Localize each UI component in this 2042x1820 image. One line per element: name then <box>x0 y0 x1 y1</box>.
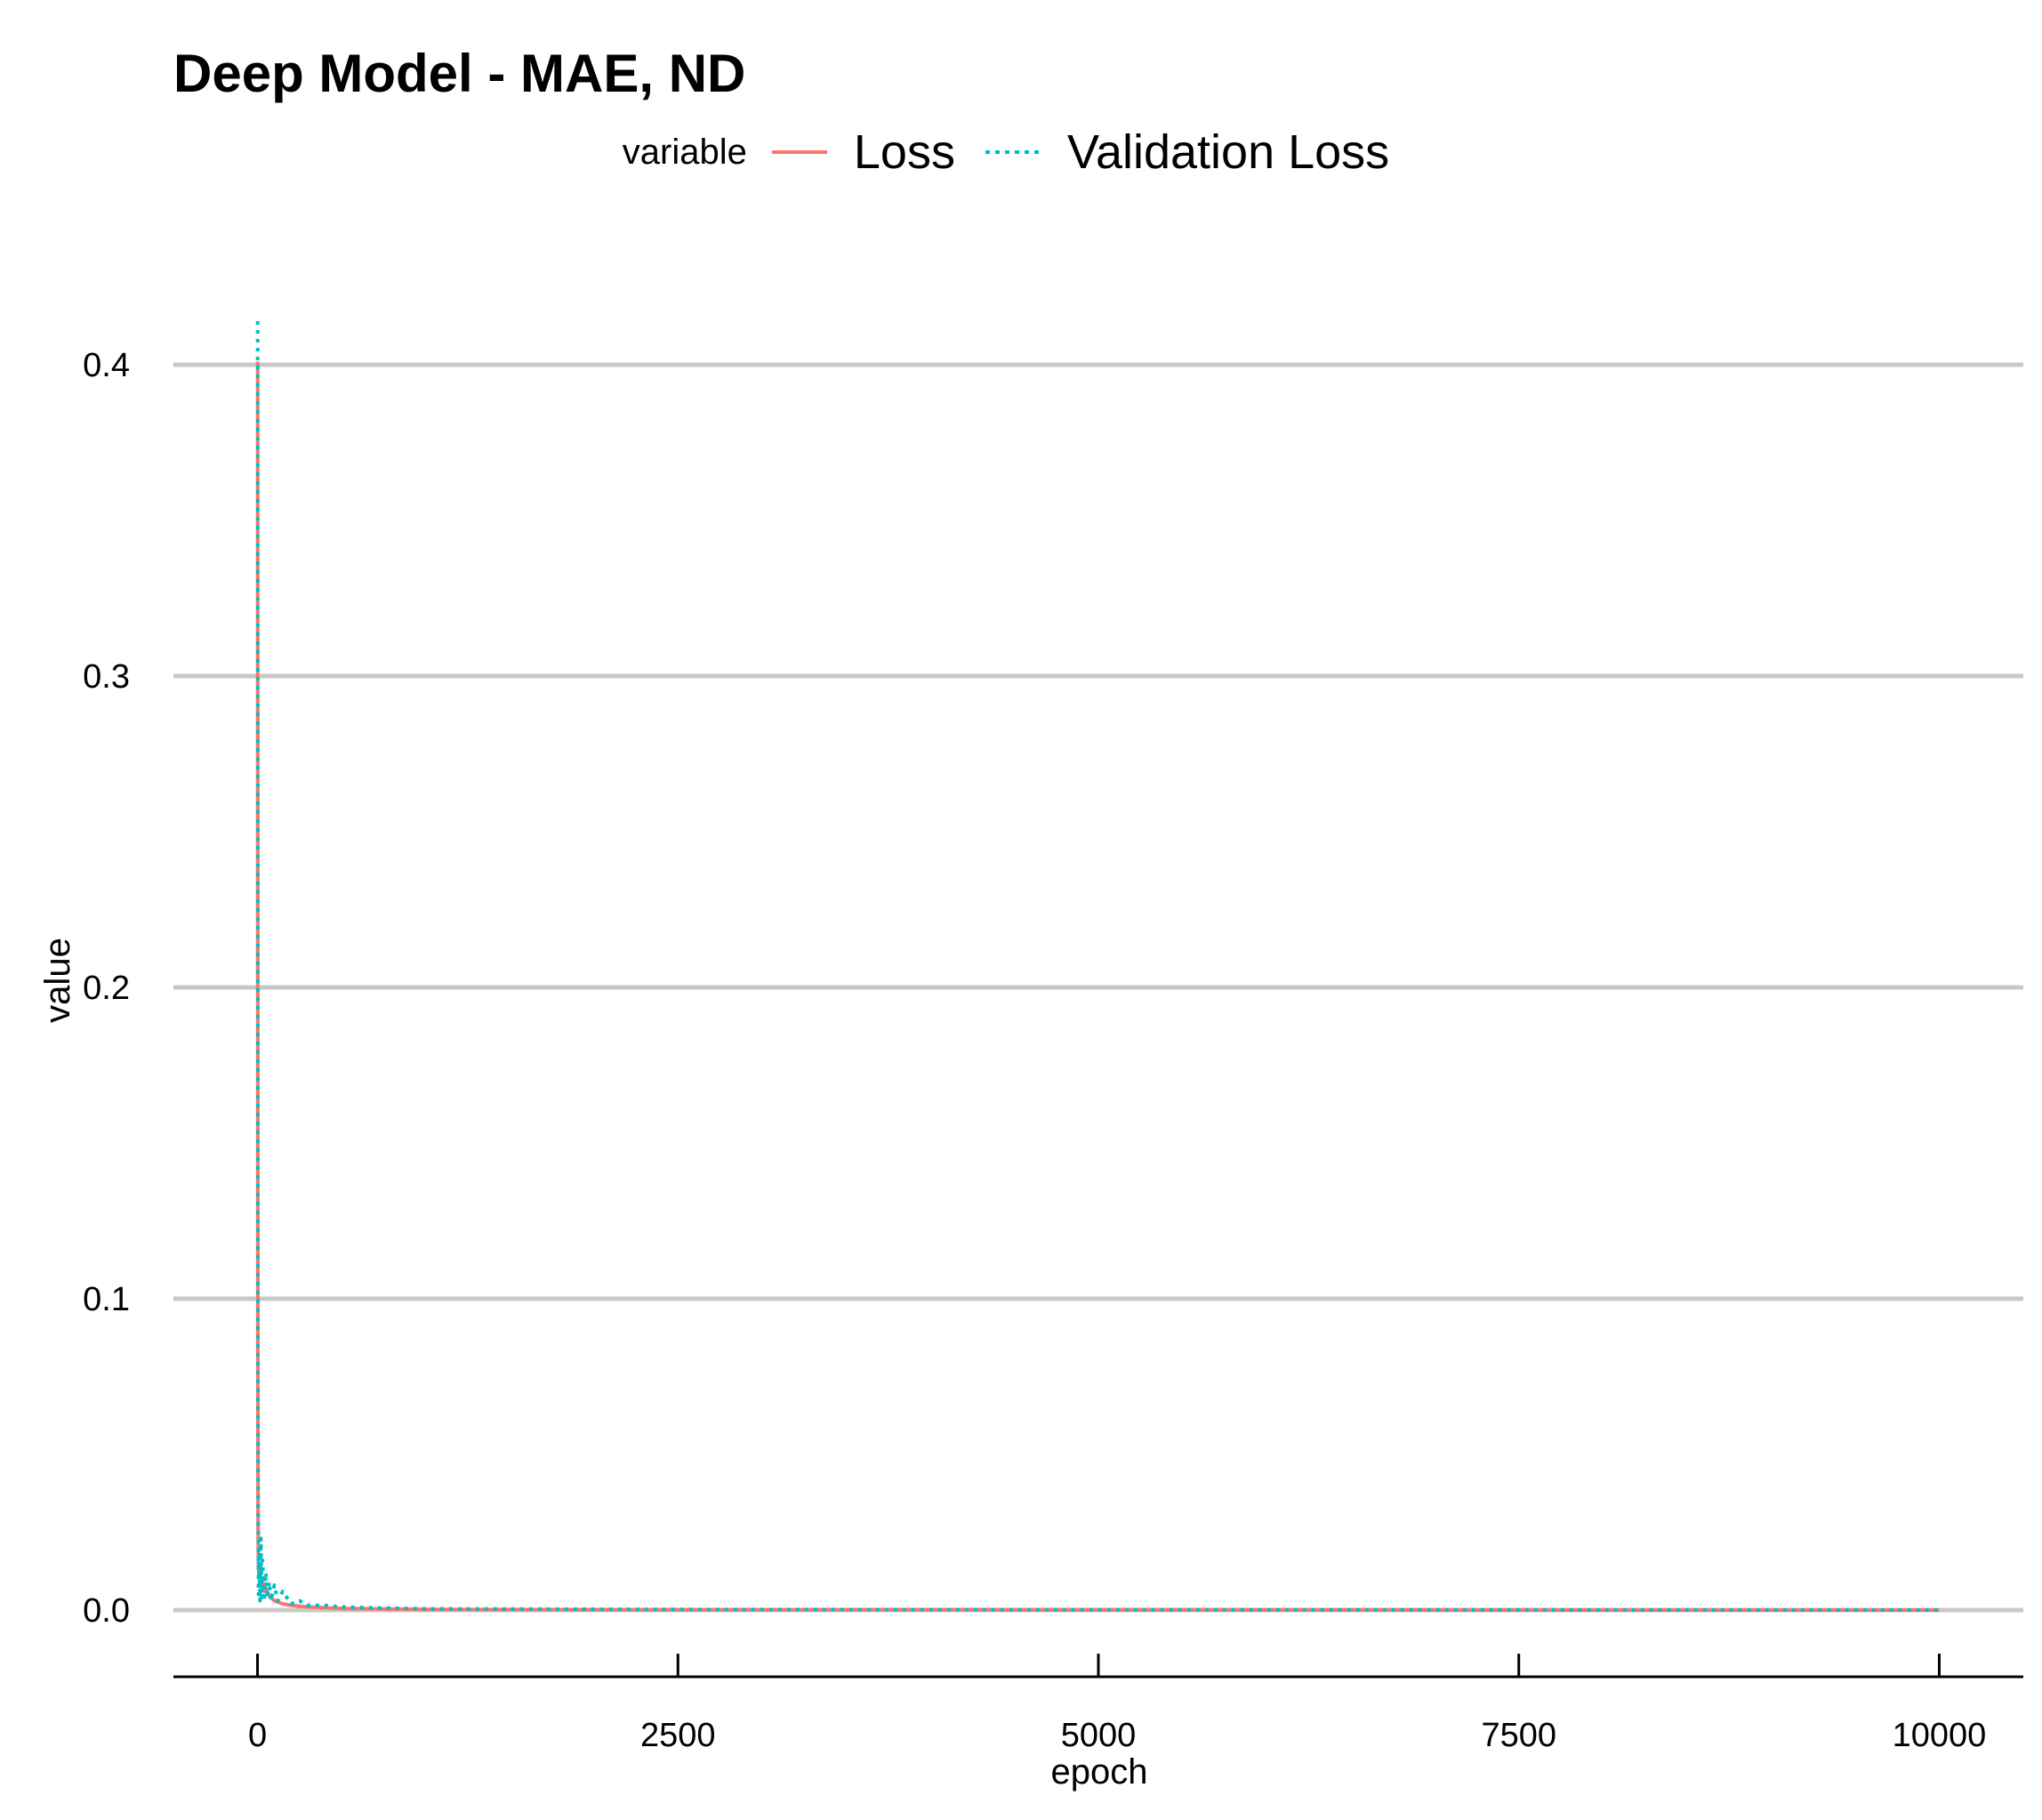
x-axis: 0 2500 5000 7500 10000 <box>173 1654 2023 1754</box>
x-tick-label: 5000 <box>1061 1717 1137 1754</box>
y-axis-title: value <box>38 938 77 1023</box>
legend-key-validation-loss <box>985 150 1041 154</box>
y-tick-label: 0.3 <box>83 658 130 696</box>
x-tick-label: 7500 <box>1481 1717 1556 1754</box>
legend-label-loss: Loss <box>853 125 955 179</box>
legend-item-validation-loss: Validation Loss <box>985 125 1389 180</box>
x-tick-label: 2500 <box>640 1717 716 1754</box>
series-line-validation-loss <box>255 320 1940 1612</box>
series-lines <box>255 320 1940 1612</box>
legend-item-loss: Loss <box>771 125 955 180</box>
legend-label-validation-loss: Validation Loss <box>1066 125 1390 179</box>
y-tick-label: 0.4 <box>83 347 130 384</box>
chart-title: Deep Model - MAE, ND <box>173 44 746 103</box>
y-tick-label: 0.1 <box>83 1281 130 1318</box>
legend-key-loss <box>771 150 827 154</box>
y-tick-label: 0.2 <box>83 970 130 1007</box>
x-axis-title: epoch <box>1051 1752 1148 1792</box>
y-axis: 0.0 0.1 0.2 0.3 0.4 <box>83 347 130 1630</box>
y-tick-label: 0.0 <box>83 1592 130 1630</box>
gridlines <box>173 362 2023 1613</box>
x-tick-label: 10000 <box>1893 1717 1987 1754</box>
legend: variable Loss Validation Loss <box>0 125 2042 180</box>
legend-title: variable <box>622 132 747 172</box>
x-tick-label: 0 <box>248 1717 267 1754</box>
